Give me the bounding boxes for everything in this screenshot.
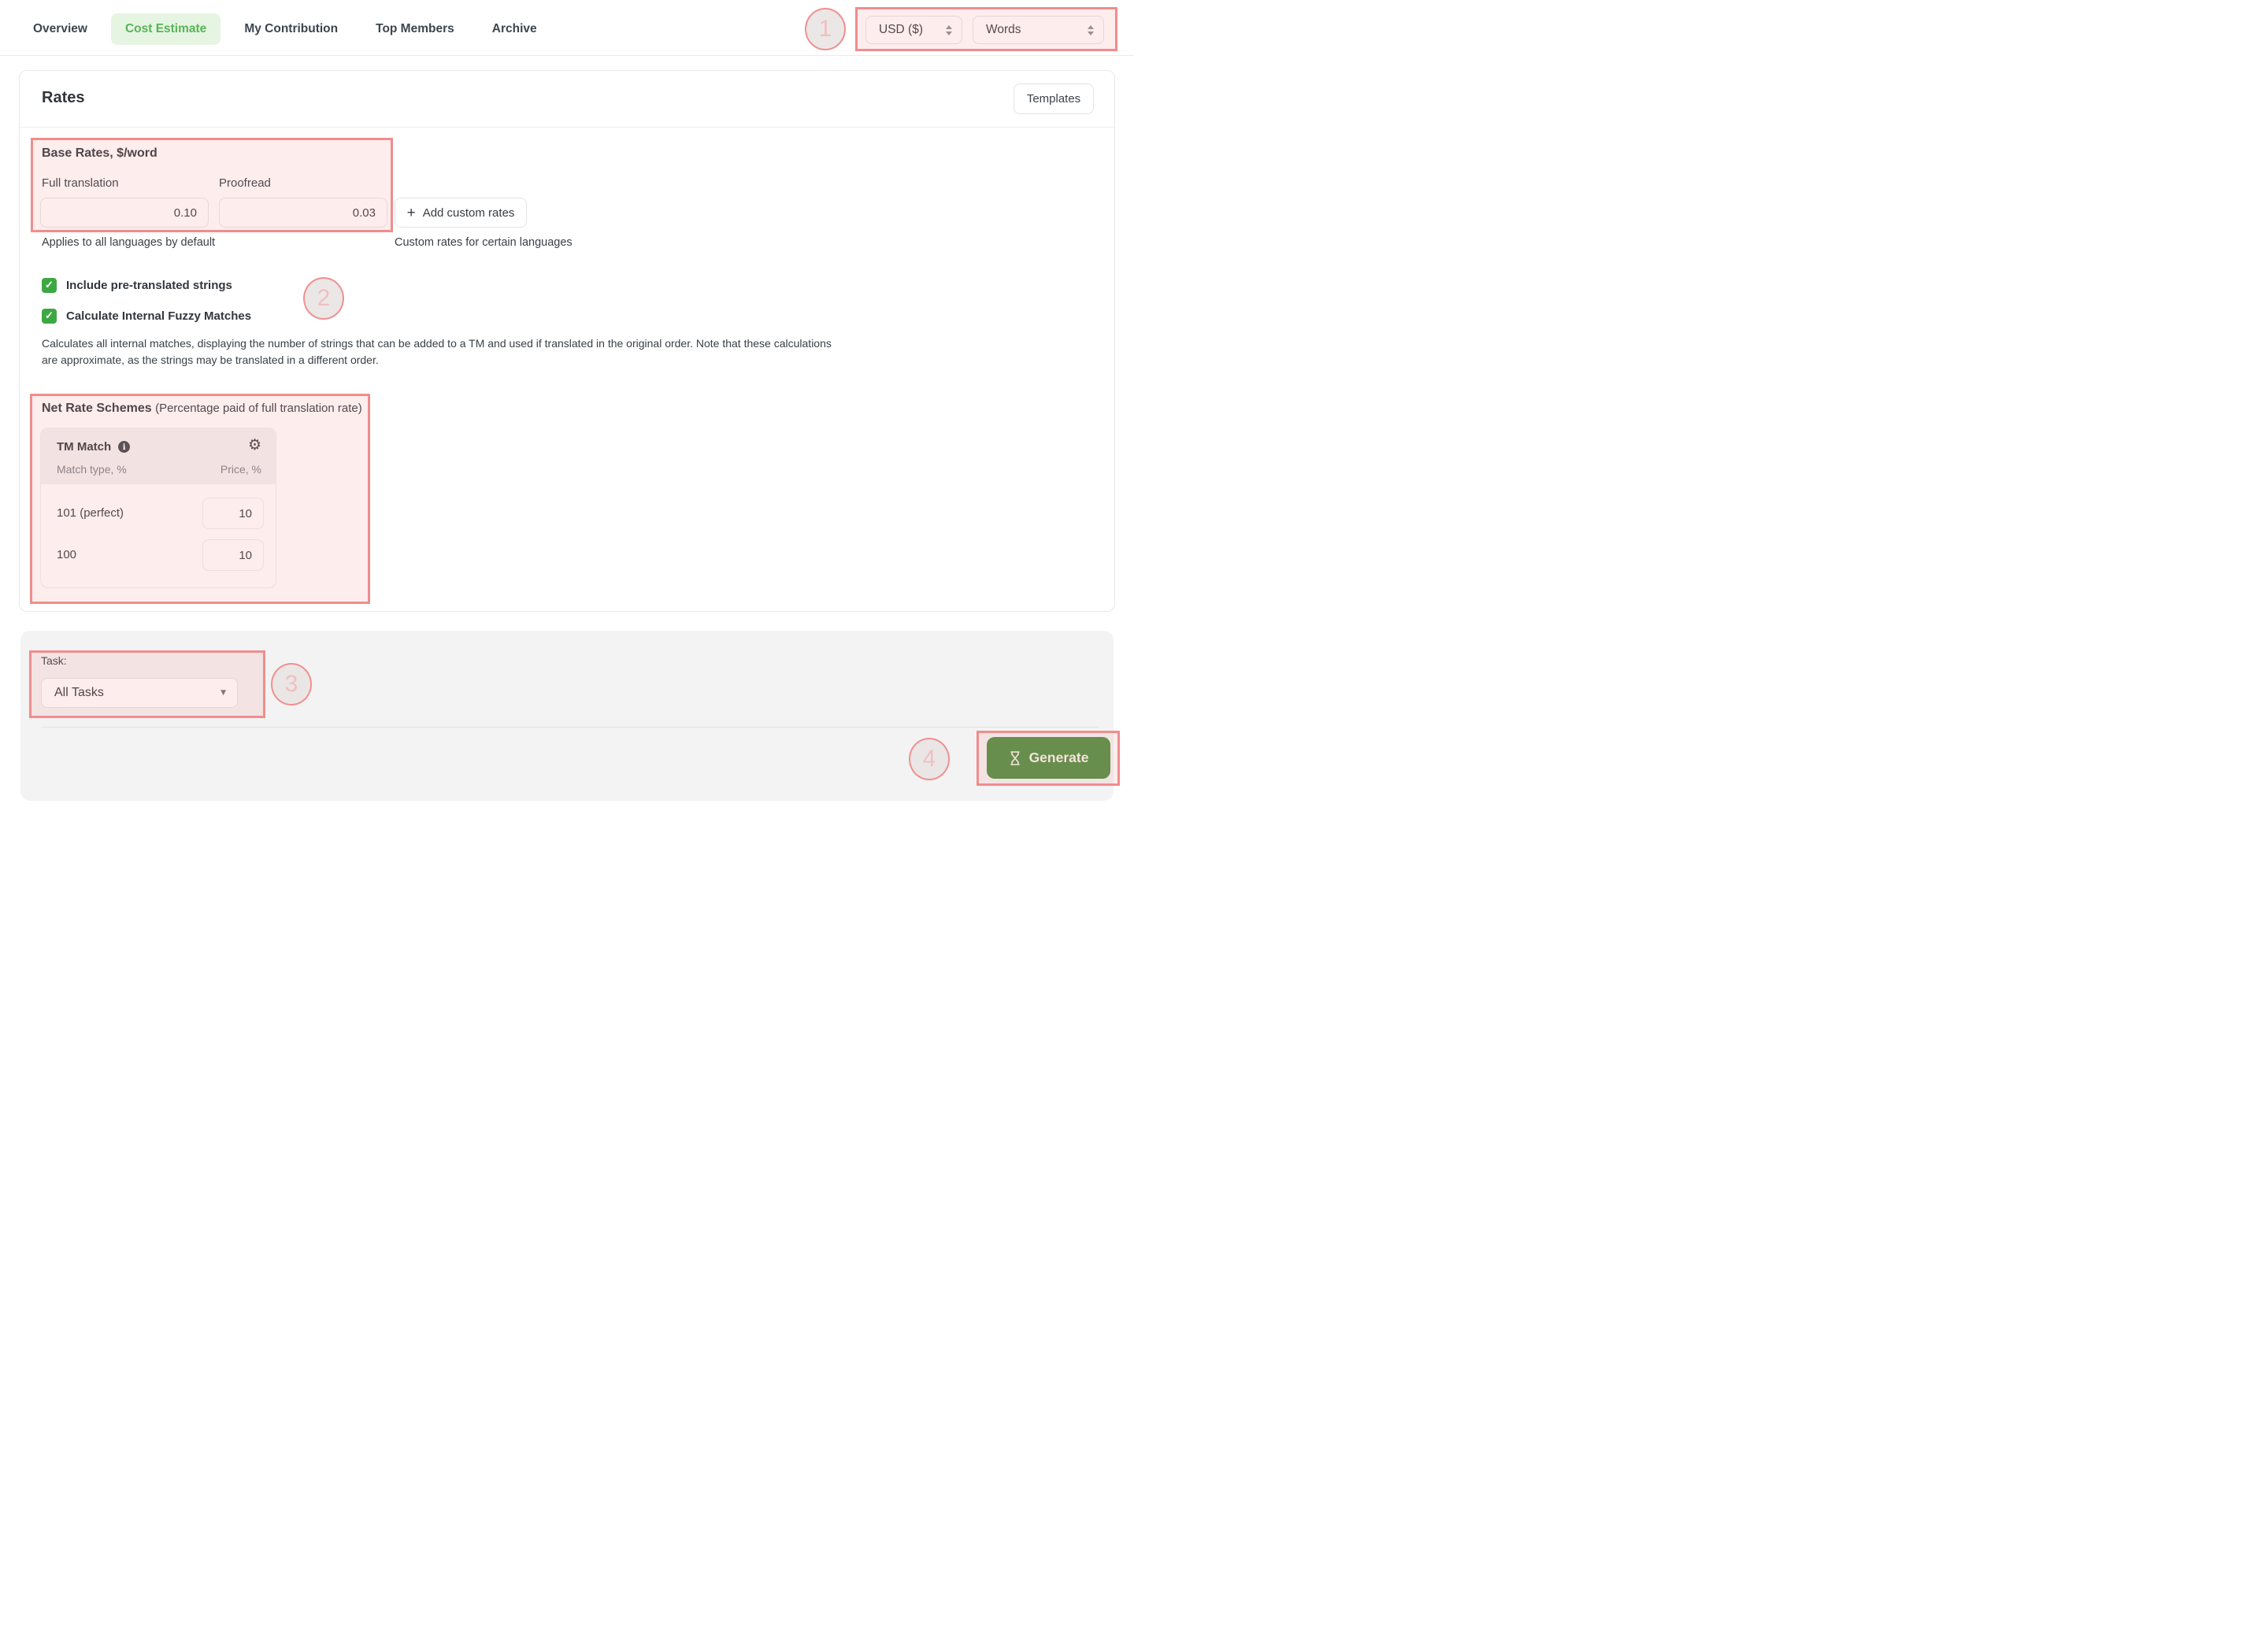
tab-cost-estimate[interactable]: Cost Estimate xyxy=(110,13,221,45)
option-pretranslated-row: ✓ Include pre-translated strings xyxy=(42,277,232,293)
base-rates-note: Applies to all languages by default xyxy=(42,236,216,249)
fuzzy-matches-label: Calculate Internal Fuzzy Matches xyxy=(66,309,252,323)
tab-archive[interactable]: Archive xyxy=(491,22,537,35)
add-custom-rates-label: Add custom rates xyxy=(422,206,515,220)
project-tabs: Overview Cost Estimate My Contribution T… xyxy=(19,13,551,45)
match-type-column-label: Match type, % xyxy=(57,463,127,476)
pretranslated-checkbox[interactable]: ✓ xyxy=(42,277,57,293)
gear-icon[interactable]: ⚙ xyxy=(247,436,261,454)
proofread-label: Proofread xyxy=(219,176,271,190)
generate-section: Task: All Tasks ▼ Generate xyxy=(20,631,1114,801)
pretranslated-label: Include pre-translated strings xyxy=(66,278,232,292)
select-updown-icon xyxy=(1088,24,1094,35)
task-label: Task: xyxy=(41,654,67,667)
tab-top-members[interactable]: Top Members xyxy=(376,22,454,35)
tab-overview[interactable]: Overview xyxy=(33,22,87,35)
cost-estimate-page: Overview Cost Estimate My Contribution T… xyxy=(0,0,1134,819)
header-divider xyxy=(0,55,1134,56)
tm-match-header: TM Match i ⚙ Match type, % Price, % xyxy=(41,428,276,484)
full-translation-label: Full translation xyxy=(42,176,119,190)
rates-card: Rates Templates Base Rates, $/word Full … xyxy=(19,70,1115,612)
templates-button[interactable]: Templates xyxy=(1014,83,1094,114)
option-fuzzy-row: ✓ Calculate Internal Fuzzy Matches xyxy=(42,308,251,324)
footer-divider xyxy=(41,727,1099,728)
generate-button-label: Generate xyxy=(1028,750,1089,765)
currency-select[interactable]: USD ($) xyxy=(865,16,962,44)
select-updown-icon xyxy=(946,24,952,35)
add-custom-rates-button[interactable]: + Add custom rates xyxy=(395,198,527,228)
price-column-label: Price, % xyxy=(220,463,261,476)
fuzzy-matches-checkbox[interactable]: ✓ xyxy=(42,308,57,324)
report-controls: USD ($) Words xyxy=(865,16,1104,44)
task-select[interactable]: All Tasks ▼ xyxy=(41,678,238,708)
tm-match-card: TM Match i ⚙ Match type, % Price, % 101 … xyxy=(40,428,276,588)
hourglass-icon xyxy=(1010,750,1020,765)
chevron-down-icon: ▼ xyxy=(220,689,226,697)
full-translation-input[interactable] xyxy=(40,198,209,228)
rates-card-header: Rates Templates xyxy=(20,71,1114,128)
custom-rates-note: Custom rates for certain languages xyxy=(395,236,573,249)
match-100-label: 100 xyxy=(57,548,77,561)
match-100-price-input[interactable] xyxy=(202,539,264,571)
tm-match-title: TM Match xyxy=(57,440,112,454)
info-icon[interactable]: i xyxy=(118,441,131,453)
plus-icon: + xyxy=(406,204,416,221)
match-101-price-input[interactable] xyxy=(202,498,264,529)
fuzzy-description: Calculates all internal matches, display… xyxy=(42,337,832,366)
tab-my-contribution[interactable]: My Contribution xyxy=(244,22,339,35)
task-select-value: All Tasks xyxy=(54,686,104,699)
annotation-step-1: 1 xyxy=(805,8,846,50)
generate-button[interactable]: Generate xyxy=(987,737,1110,779)
net-rate-schemes-heading: Net Rate Schemes xyxy=(42,402,152,415)
currency-select-value: USD ($) xyxy=(879,23,923,36)
page-title: Rates xyxy=(42,89,85,106)
base-rates-title: Base Rates, $/word xyxy=(42,146,158,160)
unit-select-value: Words xyxy=(986,23,1021,36)
unit-select[interactable]: Words xyxy=(973,16,1104,44)
proofread-input[interactable] xyxy=(219,198,387,228)
match-101-label: 101 (perfect) xyxy=(57,506,124,520)
net-rate-schemes-subtitle: (Percentage paid of full translation rat… xyxy=(155,402,362,415)
net-rate-schemes-title: Net Rate Schemes (Percentage paid of ful… xyxy=(42,402,362,416)
